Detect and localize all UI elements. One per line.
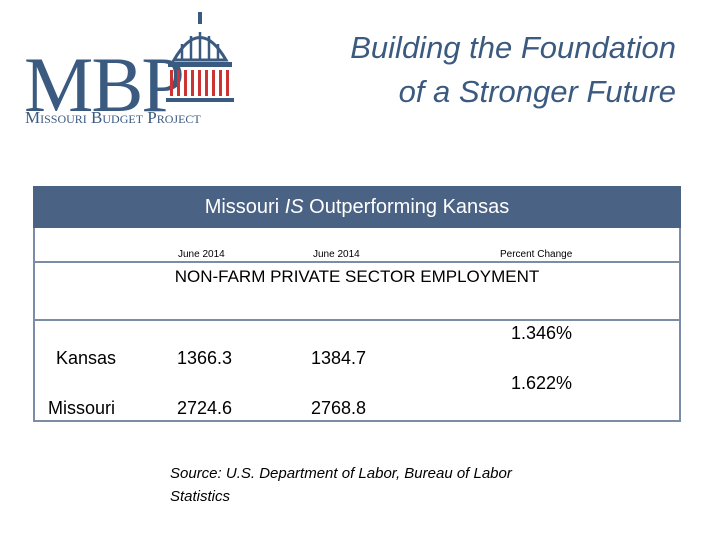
title-part: Outperforming Kansas	[303, 196, 510, 218]
cell: 1384.7	[311, 348, 367, 368]
row-divider	[33, 319, 681, 321]
cell: 2768.8	[311, 398, 367, 418]
column-header: June 2014	[178, 249, 225, 260]
cell: 1.346%	[511, 323, 573, 343]
capitol-icon	[166, 12, 234, 102]
row-label: Kansas	[56, 348, 117, 368]
cell: 1.622%	[511, 373, 573, 393]
column-header: June 2014	[313, 249, 360, 260]
row-label: Missouri	[48, 398, 116, 418]
title-part: IS	[284, 196, 304, 218]
section-label: NON-FARM PRIVATE SECTOR EMPLOYMENT	[174, 267, 540, 286]
column-header: Percent Change	[500, 249, 573, 260]
logo-initials: MBP	[24, 41, 185, 128]
title-part: Missouri	[204, 196, 285, 218]
table-title: Missouri IS Outperforming Kansas	[33, 186, 681, 228]
title-line: Building the Foundation	[350, 30, 676, 65]
logo-name: Missouri Budget Project	[25, 108, 201, 127]
title-line: of a Stronger Future	[398, 74, 676, 109]
cell: 1366.3	[177, 348, 233, 368]
row-divider	[33, 261, 681, 263]
cell: 2724.6	[177, 398, 233, 418]
source-note: Source: U.S. Department of Labor, Bureau…	[170, 465, 512, 505]
slide-title: Building the Foundation of a Stronger Fu…	[350, 26, 676, 114]
